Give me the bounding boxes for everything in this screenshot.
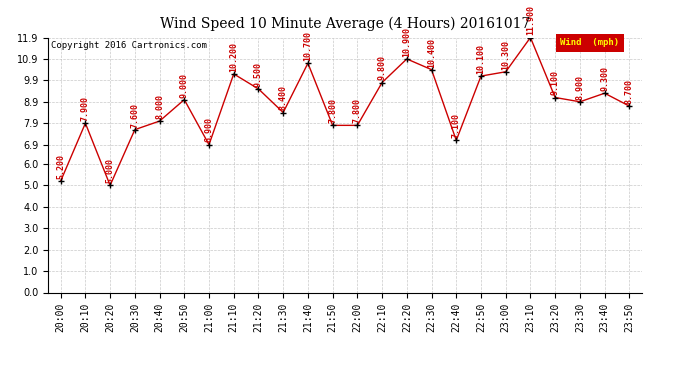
Text: 7.900: 7.900 <box>81 96 90 121</box>
Text: 8.700: 8.700 <box>625 79 634 104</box>
Title: Wind Speed 10 Minute Average (4 Hours) 20161017: Wind Speed 10 Minute Average (4 Hours) 2… <box>160 17 530 31</box>
Text: 9.000: 9.000 <box>180 72 189 98</box>
Text: 5.200: 5.200 <box>56 154 65 179</box>
Text: 10.300: 10.300 <box>501 40 510 70</box>
Text: 9.800: 9.800 <box>377 56 386 80</box>
Text: 9.100: 9.100 <box>551 70 560 95</box>
Text: 8.000: 8.000 <box>155 94 164 119</box>
Text: 10.700: 10.700 <box>304 31 313 61</box>
Text: 5.000: 5.000 <box>106 158 115 183</box>
Text: 10.900: 10.900 <box>402 27 411 57</box>
Text: 10.100: 10.100 <box>477 44 486 74</box>
Text: 11.900: 11.900 <box>526 5 535 35</box>
Text: 10.400: 10.400 <box>427 38 436 68</box>
Text: 9.500: 9.500 <box>254 62 263 87</box>
Text: 7.800: 7.800 <box>353 98 362 123</box>
Text: 6.900: 6.900 <box>204 117 213 142</box>
Text: 7.100: 7.100 <box>452 113 461 138</box>
Text: 10.200: 10.200 <box>229 42 238 72</box>
Text: 7.600: 7.600 <box>130 102 139 128</box>
Text: 8.400: 8.400 <box>279 86 288 110</box>
Text: 8.900: 8.900 <box>575 75 584 100</box>
Text: 7.800: 7.800 <box>328 98 337 123</box>
Text: 9.300: 9.300 <box>600 66 609 91</box>
Text: Copyright 2016 Cartronics.com: Copyright 2016 Cartronics.com <box>51 41 207 50</box>
